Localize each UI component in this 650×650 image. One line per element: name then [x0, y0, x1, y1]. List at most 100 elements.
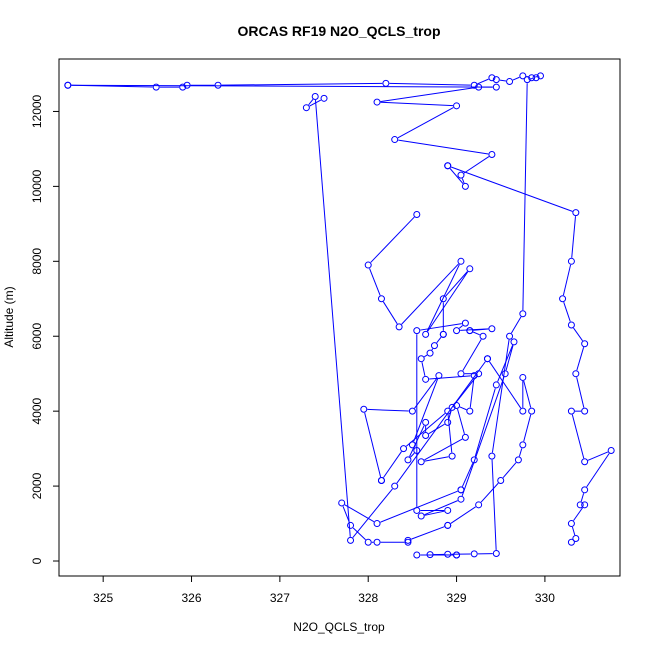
series-line-segment [502, 462, 517, 479]
data-point [567, 407, 575, 415]
data-point [422, 330, 430, 338]
series-line-segment [380, 87, 476, 103]
series-line-segment [431, 348, 434, 351]
data-point [179, 83, 187, 91]
data-point [528, 407, 536, 415]
data-point [444, 407, 452, 415]
series-line-segment [383, 451, 402, 478]
data-point [581, 407, 589, 415]
series-line-segment [580, 493, 585, 502]
data-point [581, 501, 589, 509]
data-point [470, 456, 478, 464]
data-point [510, 338, 518, 346]
data-point [536, 72, 544, 80]
series-line-segment [401, 263, 459, 325]
data-point [64, 81, 72, 89]
series-line-segment [427, 271, 469, 332]
data-point [528, 74, 536, 82]
x-tick-label: 326 [182, 591, 202, 605]
series-line-segment [477, 78, 489, 85]
series-line-segment [370, 216, 415, 263]
data-point [466, 327, 474, 335]
data-point [347, 521, 355, 529]
data-point [506, 77, 514, 85]
data-point [395, 323, 403, 331]
data-point [417, 458, 425, 466]
data-point [373, 98, 381, 106]
series-line-segment [562, 264, 572, 296]
data-point [576, 501, 584, 509]
y-tick-label: 12000 [30, 94, 44, 128]
data-point [364, 261, 372, 269]
series-line-segment [510, 316, 522, 334]
data-point [435, 372, 443, 380]
data-point [373, 520, 381, 528]
series-line-segment [421, 362, 426, 376]
series-line-segment [380, 101, 453, 107]
series-line-segment [413, 378, 439, 442]
data-point [453, 327, 461, 335]
series-line-segment [447, 414, 453, 453]
data-point [519, 310, 527, 318]
data-point [457, 486, 465, 494]
data-point [519, 72, 527, 80]
x-tick-label: 327 [270, 591, 290, 605]
data-point [391, 136, 399, 144]
series-line-segment [410, 452, 415, 458]
series-line-segment [411, 526, 445, 540]
x-tick-label: 325 [93, 591, 113, 605]
data-point [514, 456, 522, 464]
series-line-segment [512, 76, 520, 81]
data-point [382, 79, 390, 87]
series-line-segment [462, 339, 482, 371]
data-point [439, 295, 447, 303]
data-point [422, 375, 430, 383]
x-axis-label: N2O_QCLS_trop [293, 620, 385, 634]
series-points [64, 72, 615, 559]
data-point [302, 104, 310, 112]
data-point [470, 81, 478, 89]
data-point [501, 370, 509, 378]
data-point [519, 407, 527, 415]
data-point [444, 550, 452, 558]
data-point [567, 257, 575, 265]
data-point [572, 535, 580, 543]
data-point [567, 321, 575, 329]
data-point [448, 452, 456, 460]
data-point [417, 512, 425, 520]
series-line-segment [491, 339, 510, 453]
series-line-segment [364, 412, 382, 478]
series-line-segment [573, 327, 583, 342]
data-point [519, 373, 527, 381]
series-line-segment [424, 438, 463, 461]
data-point [457, 257, 465, 265]
data-point [461, 433, 469, 441]
data-point [408, 441, 416, 449]
series-line-segment [460, 328, 489, 331]
series-line-segment [472, 331, 480, 336]
data-point [488, 325, 496, 333]
data-point [347, 536, 355, 544]
series-line-segment [587, 451, 609, 461]
series-line-segment [474, 388, 496, 457]
series-line-segment [429, 375, 471, 380]
series-line-segment [563, 302, 571, 322]
series-line-segment [450, 166, 573, 212]
y-tick-label: 2000 [30, 472, 44, 499]
data-point [408, 407, 416, 415]
data-point [607, 446, 615, 454]
data-point [497, 476, 505, 484]
y-tick-label: 8000 [30, 248, 44, 275]
series-line-segment [576, 347, 585, 371]
data-point [453, 402, 461, 410]
data-point [364, 538, 372, 546]
series-line-segment [344, 504, 375, 523]
series-line-segment [457, 408, 465, 435]
series-line-segment [459, 406, 467, 411]
data-point [444, 506, 452, 514]
data-point [430, 342, 438, 350]
series-line-segment [308, 98, 314, 106]
data-point [422, 432, 430, 440]
data-point [488, 452, 496, 460]
data-point [448, 403, 456, 411]
